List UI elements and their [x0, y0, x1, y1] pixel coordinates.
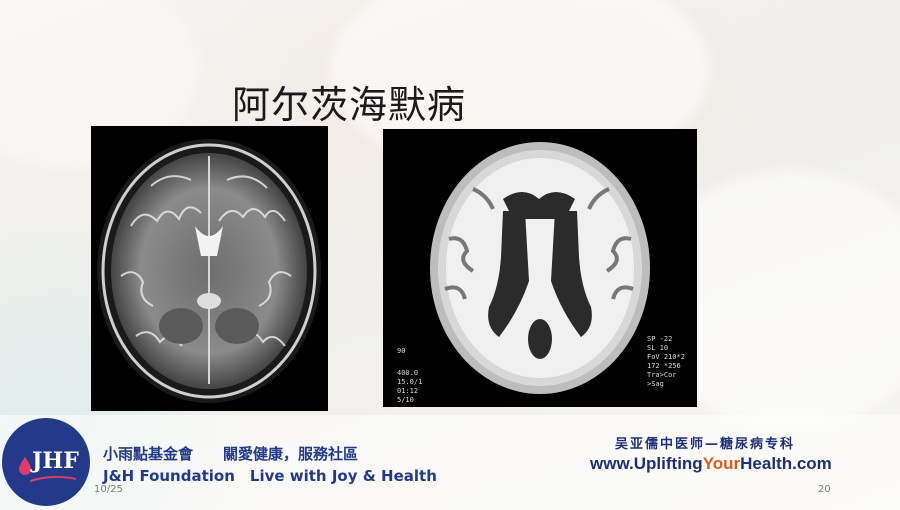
url-accent: Your	[702, 454, 741, 473]
org-name-english: J&H Foundation Live with Joy & Health	[103, 467, 437, 485]
scan-overlay-text: SL 10	[647, 344, 668, 352]
scan-overlay-text: 5/10	[397, 396, 414, 404]
tcm-doctor-line: 吴亚儒中医师—糖尿病专科	[615, 437, 796, 452]
slide-title: 阿尔茨海默病	[232, 83, 467, 127]
org-name-chinese: 小雨點基金會 關愛健康，服務社區	[103, 445, 359, 463]
logo-underline	[30, 476, 76, 482]
footer-band	[0, 415, 900, 510]
slide-page-number: 20	[818, 484, 831, 495]
url-prefix: www.Uplifting	[590, 454, 703, 473]
scan-overlay-text: 01:12	[397, 387, 418, 395]
scan-overlay-text: 90	[397, 347, 405, 355]
slide-date: 10/25	[94, 484, 123, 495]
scan-overlay-text: >Sag	[647, 380, 664, 388]
droplet-icon	[19, 457, 31, 475]
scan-overlay-text: Tra>Cor	[647, 371, 677, 379]
website-url: www.UpliftingYourHealth.com	[590, 454, 832, 474]
scan-overlay-text: 400.0	[397, 369, 418, 377]
scan-overlay-text: 15.0/1	[397, 378, 422, 386]
scan-overlay-text: SP -22	[647, 335, 672, 343]
logo-text: JHF	[32, 448, 79, 474]
mri-scan-alzheimers: SP -22 SL 10 FoV 210*2 172 *256 Tra>Cor …	[383, 129, 697, 407]
mri-scan-normal	[91, 126, 328, 411]
jhf-logo: JHF	[2, 418, 90, 506]
url-suffix: Health.com	[740, 454, 832, 473]
scan-overlay-text: FoV 210*2	[647, 353, 685, 361]
scan-overlay-text: 172 *256	[647, 362, 681, 370]
